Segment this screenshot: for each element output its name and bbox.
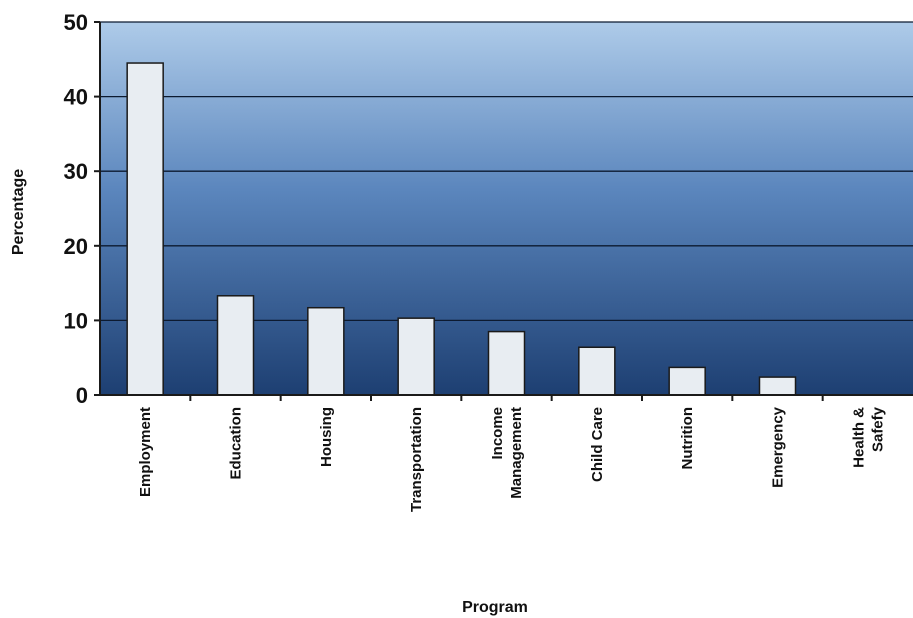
y-tick-label-10: 10 (64, 308, 88, 333)
category-labels: Employment Education Housing Transportation… (137, 406, 886, 512)
bars (126, 62, 797, 396)
y-tick-labels: 0 10 20 30 40 50 (64, 10, 100, 408)
y-axis-title: Percentage (10, 169, 27, 255)
category-label-2: Housing (318, 407, 335, 467)
y-tick-label-0: 0 (76, 383, 88, 408)
category-label-3: Transportation (408, 407, 425, 512)
category-label-8: Health & Safefy (850, 406, 886, 467)
x-axis-title: Program (462, 599, 528, 616)
category-label-4: Income Management (489, 407, 525, 499)
category-label-0: Employment (137, 407, 154, 497)
bar-transportation (397, 317, 435, 396)
y-tick-label-30: 30 (64, 159, 88, 184)
category-label-6: Nutrition (679, 407, 696, 469)
category-label-1: Education (228, 407, 245, 480)
bar-income-management (487, 330, 526, 396)
category-label-5: Child Care (589, 407, 606, 482)
y-tick-label-20: 20 (64, 234, 88, 259)
bar-child-care (578, 346, 616, 396)
bar-education (216, 295, 255, 396)
y-tick-label-50: 50 (64, 10, 88, 35)
category-label-7: Emergency (770, 406, 787, 488)
bar-emergency (758, 376, 797, 396)
bar-employment (126, 62, 164, 396)
bar-housing (307, 306, 345, 396)
y-tick-label-40: 40 (64, 85, 88, 110)
x-tick-marks (189, 395, 824, 401)
bar-nutrition (668, 366, 706, 396)
